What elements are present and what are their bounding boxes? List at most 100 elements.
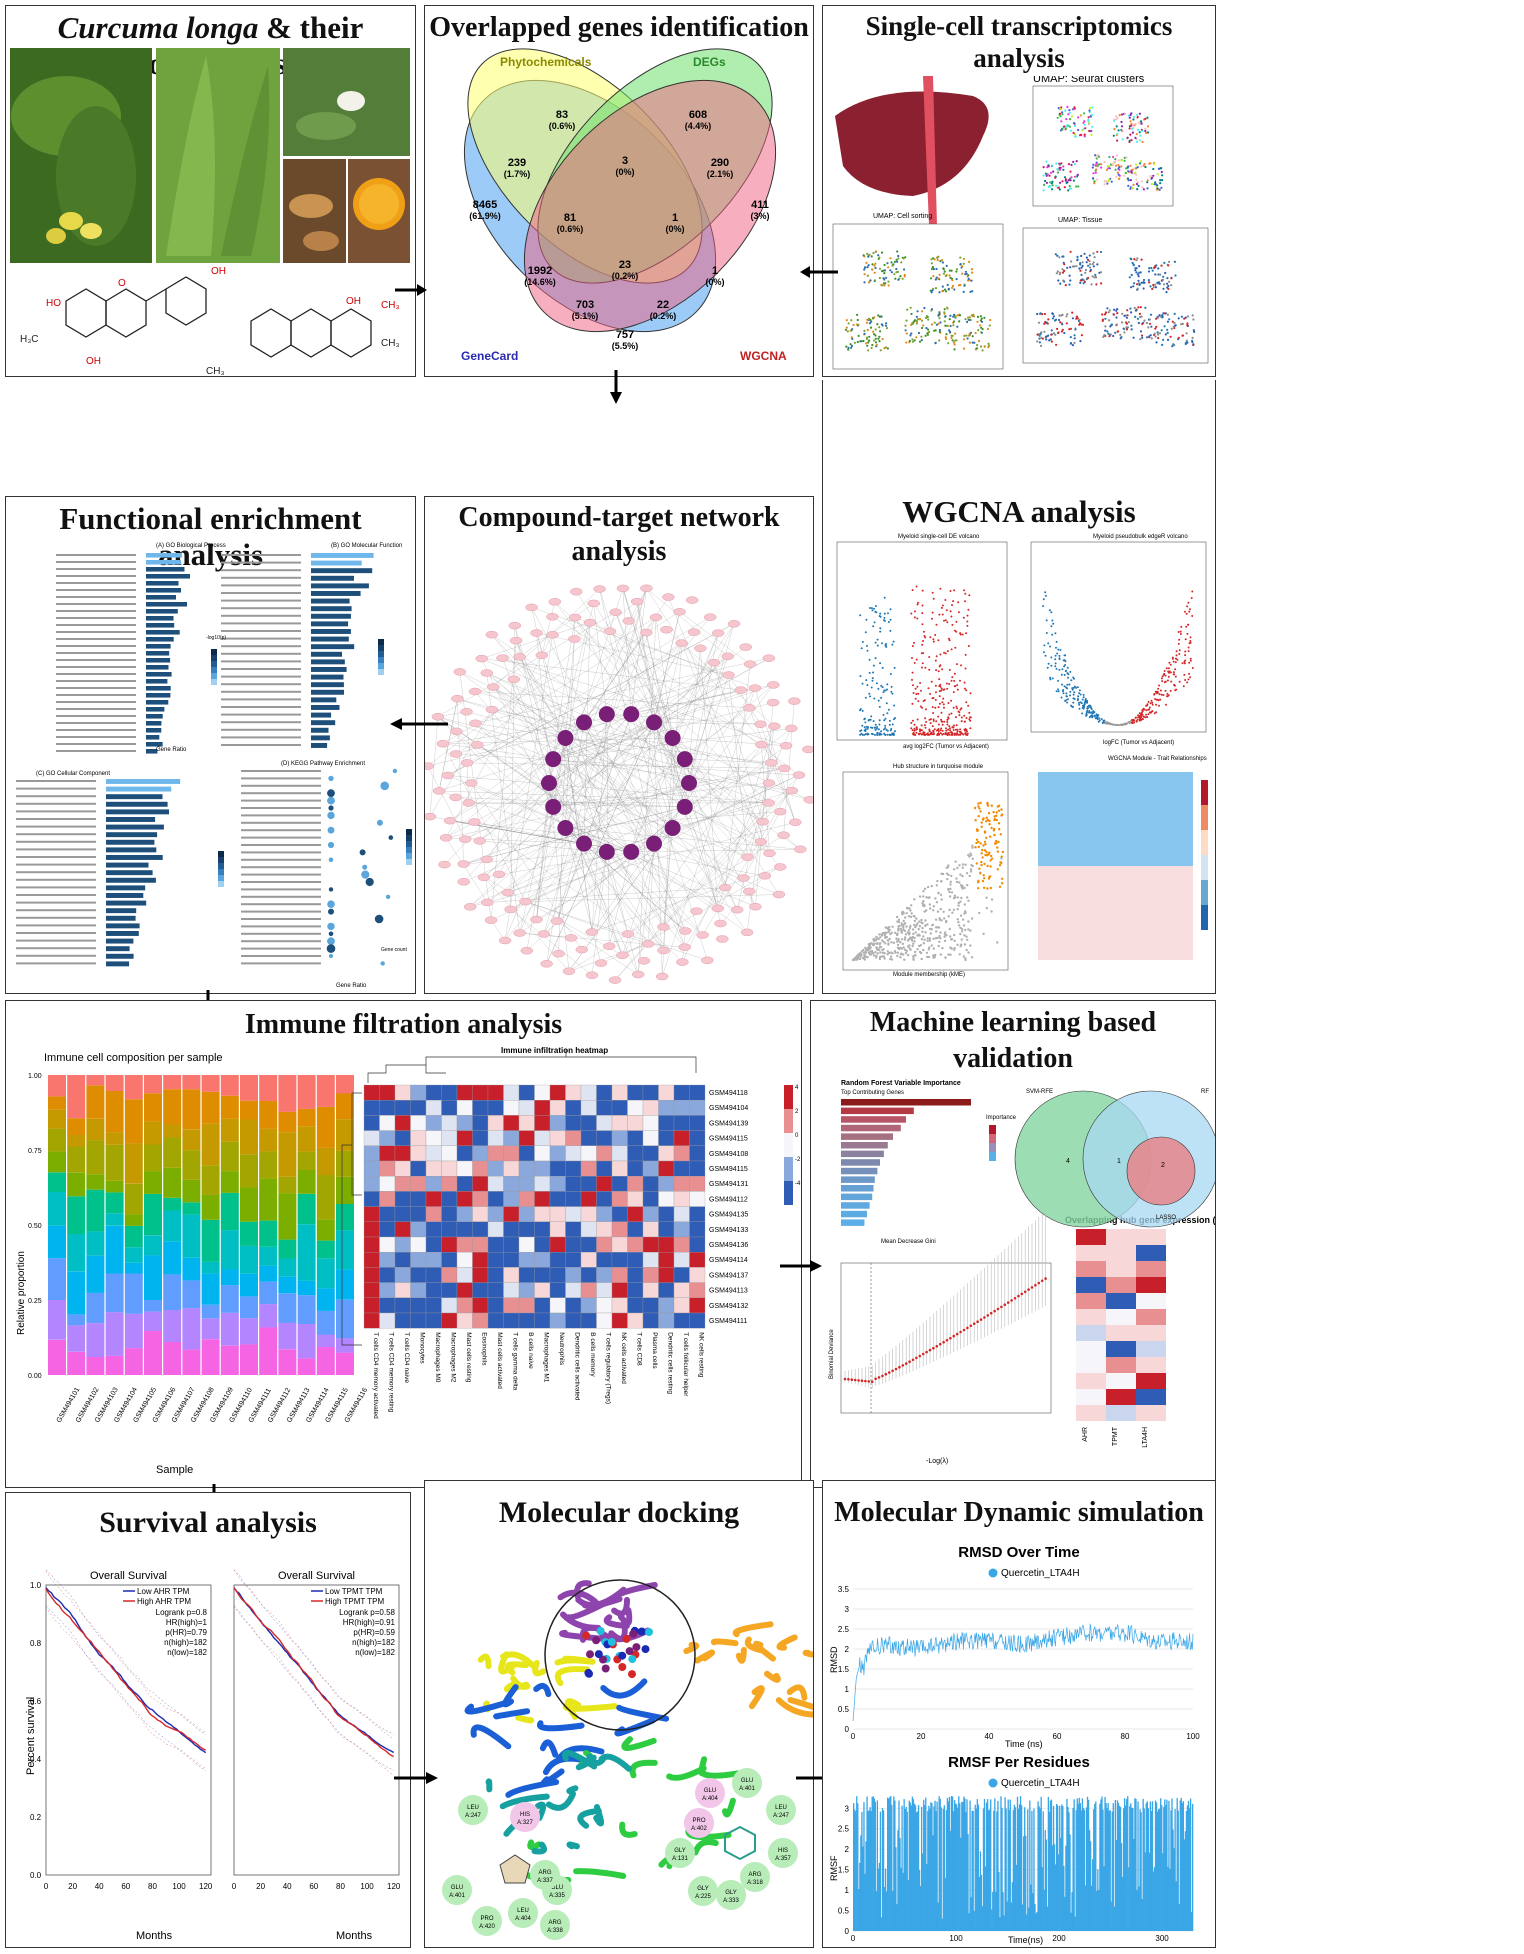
hub-point <box>873 942 876 945</box>
rmsd-ytick: 0.5 <box>838 1705 850 1714</box>
composition-segment <box>124 1214 143 1226</box>
umap-point <box>1065 322 1068 325</box>
umap-point <box>936 259 939 262</box>
umap-point <box>1095 168 1098 171</box>
heatmap-cell <box>534 1176 551 1192</box>
volcano-point <box>1054 654 1057 657</box>
rmsf-bar <box>934 1800 936 1931</box>
composition-segment <box>259 1075 278 1101</box>
protein-ribbon <box>504 1661 529 1676</box>
rmsf-bar <box>1069 1834 1071 1931</box>
umap-point <box>1091 263 1094 266</box>
umap-point <box>916 310 919 313</box>
hub-point <box>909 915 913 919</box>
hub-point <box>889 955 893 958</box>
protein-ribbon <box>531 1841 547 1855</box>
rmsf-bar <box>1165 1805 1167 1931</box>
umap-point <box>962 257 965 260</box>
composition-segment <box>220 1171 239 1193</box>
umap-point <box>1116 330 1120 333</box>
network-edge <box>614 802 769 981</box>
umap-point <box>863 273 866 276</box>
volcano-point <box>1155 703 1158 706</box>
composition-segment <box>67 1146 86 1173</box>
rmsf-bar <box>933 1806 935 1931</box>
target-node <box>739 643 752 651</box>
umap-point <box>1067 179 1070 182</box>
kegg-dot <box>327 937 335 946</box>
network-edge <box>504 634 553 941</box>
ytick: 1.0 <box>30 1581 42 1590</box>
heatmap-cell <box>673 1221 690 1238</box>
hub-heatmap-cell <box>1076 1277 1106 1293</box>
umap-point <box>878 326 881 329</box>
volcano-point <box>1188 661 1191 664</box>
umap-point <box>1093 180 1096 183</box>
volcano-point <box>968 718 971 721</box>
umap-point <box>1068 187 1071 190</box>
heatmap-cell <box>642 1206 659 1222</box>
volcano-point <box>871 677 874 680</box>
kegg-dot <box>380 961 385 966</box>
network-edge <box>662 643 682 977</box>
rmsf-bar <box>1052 1805 1055 1931</box>
network-edge <box>622 759 685 956</box>
rmsf-bar <box>865 1841 867 1931</box>
umap-point <box>1157 337 1160 340</box>
rmsf-bar <box>866 1796 868 1931</box>
composition-segment <box>297 1224 316 1281</box>
umap-point <box>959 256 962 259</box>
heatmap-cell <box>611 1312 628 1329</box>
umap-point <box>1112 134 1115 137</box>
volcano-point <box>964 592 967 595</box>
network-edge <box>679 611 751 665</box>
volcano-point <box>1160 693 1163 696</box>
hub-point <box>963 910 967 913</box>
umap-point <box>1094 273 1097 276</box>
umap-point <box>1161 174 1164 177</box>
heatmap-cell <box>689 1191 706 1207</box>
volcano-point <box>1145 709 1148 712</box>
composition-segment <box>278 1322 297 1350</box>
hub-point <box>997 809 1001 812</box>
volcano-point <box>913 723 916 726</box>
composition-segment <box>336 1230 354 1270</box>
umap-point <box>1177 317 1180 320</box>
enrichment-bar <box>311 606 352 612</box>
hub-point <box>895 937 898 940</box>
umap-point <box>865 336 868 339</box>
term-label <box>221 698 301 701</box>
rmsf-bar <box>996 1811 998 1931</box>
umap-point <box>1096 250 1099 253</box>
umap-point <box>1136 317 1139 320</box>
umap-point <box>1087 264 1090 267</box>
hub-point <box>961 866 964 869</box>
volcano-point <box>866 727 869 730</box>
heatmap-cell <box>689 1221 706 1238</box>
volcano-point <box>870 715 873 718</box>
hub-point <box>957 921 960 924</box>
umap-point <box>1068 109 1071 112</box>
umap-point <box>1152 167 1155 171</box>
hub-point <box>907 915 911 918</box>
umap-point <box>1051 164 1054 167</box>
volcano-point <box>1138 719 1141 722</box>
volcano-point <box>1096 718 1099 721</box>
target-node <box>657 946 670 955</box>
rmsf-bar <box>1129 1806 1131 1931</box>
network-edge <box>553 588 624 807</box>
hub-point <box>934 926 938 929</box>
umap-point <box>884 346 888 349</box>
volcano-point <box>951 726 954 729</box>
network-edge <box>583 642 682 723</box>
hub-point <box>965 872 969 875</box>
xtick: 60 <box>309 1882 318 1891</box>
umap-point <box>1059 282 1062 285</box>
umap-point <box>884 324 888 327</box>
hub-point <box>881 951 885 954</box>
volcano-point <box>955 663 958 666</box>
umap-point <box>1155 325 1158 328</box>
volcano-point <box>878 705 881 708</box>
network-edge <box>638 617 657 975</box>
volcano-point <box>865 618 868 621</box>
